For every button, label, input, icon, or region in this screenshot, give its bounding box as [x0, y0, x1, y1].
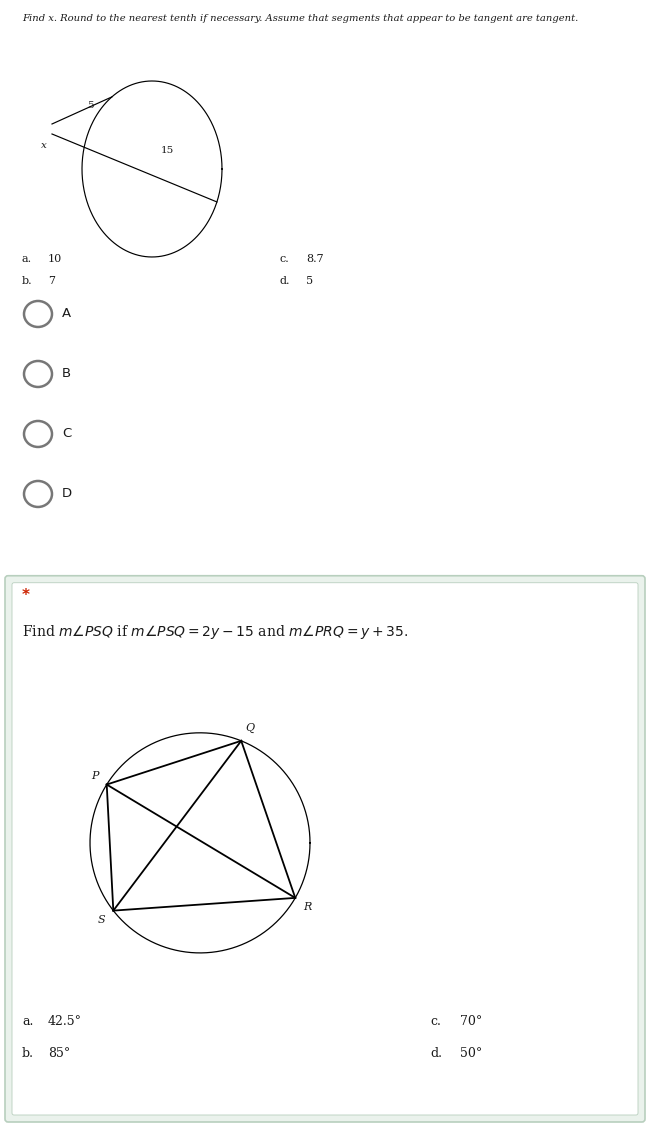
Text: 7: 7	[48, 276, 55, 286]
Text: d.: d.	[280, 276, 291, 286]
Text: Find x. Round to the nearest tenth if necessary. Assume that segments that appea: Find x. Round to the nearest tenth if ne…	[22, 13, 578, 22]
Text: R: R	[303, 902, 312, 912]
Text: b.: b.	[22, 276, 33, 286]
Text: c.: c.	[430, 1015, 441, 1028]
Text: x: x	[41, 141, 47, 150]
Text: D: D	[62, 487, 72, 501]
Text: c.: c.	[280, 254, 289, 264]
Text: b.: b.	[22, 1047, 34, 1060]
Text: *: *	[22, 587, 30, 603]
FancyBboxPatch shape	[5, 576, 645, 1122]
Text: a.: a.	[22, 254, 32, 264]
Text: d.: d.	[430, 1047, 442, 1060]
Text: 8.7: 8.7	[306, 254, 323, 264]
Text: 50°: 50°	[460, 1047, 482, 1060]
Text: B: B	[62, 367, 71, 381]
Text: 10: 10	[48, 254, 62, 264]
Text: 5: 5	[306, 276, 313, 286]
Text: 85°: 85°	[48, 1047, 70, 1060]
Text: Find $m\angle PSQ$ if $m\angle PSQ = 2y - 15$ and $m\angle PRQ = y + 35.$: Find $m\angle PSQ$ if $m\angle PSQ = 2y …	[22, 623, 408, 641]
Text: S: S	[98, 914, 106, 924]
Text: A: A	[62, 308, 71, 320]
Text: 15: 15	[160, 146, 173, 155]
Text: 5: 5	[87, 101, 93, 110]
Text: 42.5°: 42.5°	[48, 1015, 82, 1028]
FancyBboxPatch shape	[12, 583, 638, 1115]
Text: Q: Q	[245, 723, 254, 733]
Text: 70°: 70°	[460, 1015, 482, 1028]
Text: a.: a.	[22, 1015, 33, 1028]
Text: P: P	[91, 770, 98, 780]
Text: C: C	[62, 428, 71, 440]
